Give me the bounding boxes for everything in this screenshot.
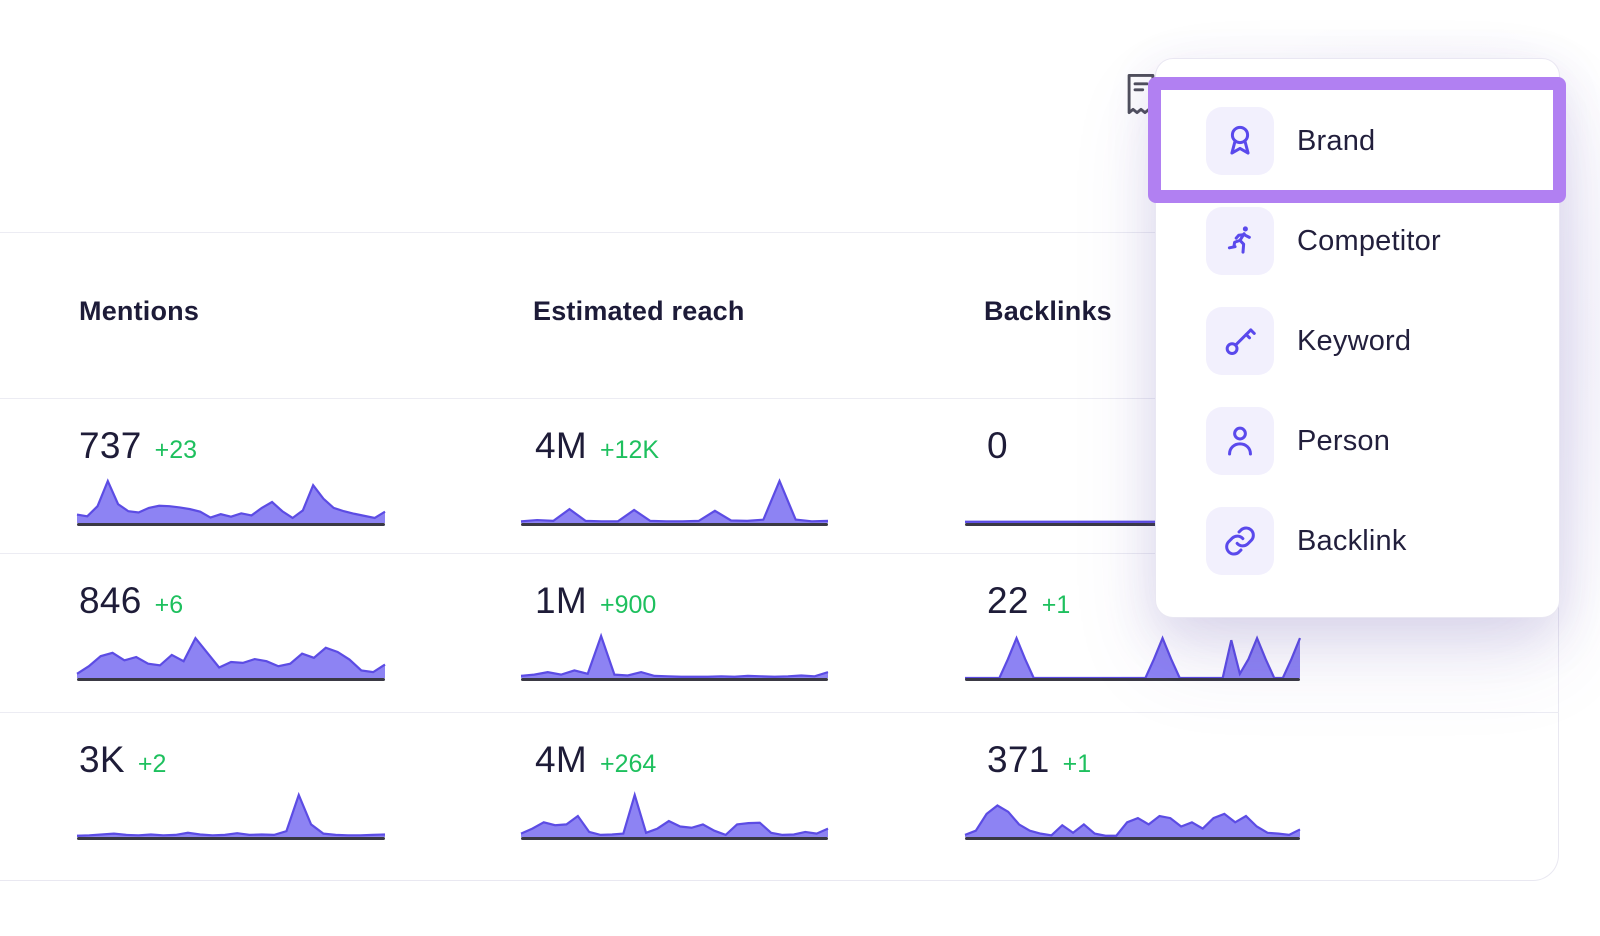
- metric-value: 737: [79, 425, 142, 466]
- metric-value: 4M: [535, 425, 587, 466]
- metric-value: 3K: [79, 739, 125, 780]
- reach-sparkline-chart: [521, 481, 828, 523]
- column-header-estimated-reach: Estimated reach: [533, 296, 745, 326]
- table-row[interactable]: 846 +6 1M +900 22 +1: [0, 553, 1559, 712]
- metric-delta: +900: [600, 591, 657, 619]
- metric-delta: +264: [600, 750, 657, 778]
- metric-value: 4M: [535, 739, 587, 780]
- menu-item-label: Person: [1297, 424, 1391, 457]
- metric-delta: +23: [154, 436, 198, 464]
- menu-item-person[interactable]: Person: [1156, 391, 1559, 491]
- sparkline-baseline: [77, 837, 385, 840]
- metric-value: 846: [79, 580, 142, 621]
- metric-delta: +1: [1041, 591, 1071, 619]
- receipt-icon[interactable]: [1124, 72, 1158, 116]
- runner-icon: [1206, 207, 1274, 275]
- row-divider: [0, 712, 1559, 713]
- cell-estimated-reach: 4M +12K: [521, 398, 828, 553]
- table-row[interactable]: 3K +2 4M +264 371 +1: [0, 712, 1559, 881]
- person-icon: [1206, 407, 1274, 475]
- column-header-backlinks: Backlinks: [984, 296, 1112, 326]
- metric-value: 371: [987, 739, 1050, 780]
- entity-type-dropdown: Brand Competitor: [1155, 58, 1560, 618]
- metric-value: 0: [987, 425, 1008, 466]
- sparkline-baseline: [521, 678, 828, 681]
- sparkline-baseline: [521, 837, 828, 840]
- table-header-row: Mentions Estimated reach Backlinks: [0, 232, 1559, 398]
- sparkline-baseline: [77, 678, 385, 681]
- cell-mentions: 3K +2: [77, 712, 385, 881]
- metric-delta: +2: [137, 750, 167, 778]
- menu-item-brand[interactable]: Brand: [1156, 91, 1559, 191]
- menu-item-keyword[interactable]: Keyword: [1156, 291, 1559, 391]
- cell-backlinks: 371 +1: [965, 712, 1300, 881]
- menu-item-label: Competitor: [1297, 224, 1441, 257]
- cell-mentions: 737 +23: [77, 398, 385, 553]
- menu-item-label: Backlink: [1297, 524, 1407, 557]
- row-divider: [0, 398, 1559, 399]
- menu-item-label: Brand: [1297, 124, 1376, 157]
- mentions-sparkline-chart: [77, 481, 385, 523]
- cell-estimated-reach: 1M +900: [521, 553, 828, 712]
- menu-item-competitor[interactable]: Competitor: [1156, 191, 1559, 291]
- award-icon: [1206, 107, 1274, 175]
- backlinks-sparkline-chart: [965, 636, 1300, 678]
- sparkline-baseline: [77, 523, 385, 526]
- metric-value: 1M: [535, 580, 587, 621]
- link-icon: [1206, 507, 1274, 575]
- menu-item-backlink[interactable]: Backlink: [1156, 491, 1559, 591]
- metric-value: 22: [987, 580, 1029, 621]
- reach-sparkline-chart: [521, 795, 828, 837]
- key-icon: [1206, 307, 1274, 375]
- cell-backlinks: 22 +1: [965, 553, 1300, 712]
- backlinks-sparkline-chart: [965, 795, 1300, 837]
- sparkline-baseline: [965, 523, 1300, 526]
- metric-delta: +1: [1062, 750, 1092, 778]
- mentions-sparkline-chart: [77, 795, 385, 837]
- mentions-sparkline-chart: [77, 636, 385, 678]
- sparkline-baseline: [965, 837, 1300, 840]
- menu-item-label: Keyword: [1297, 324, 1412, 357]
- cell-estimated-reach: 4M +264: [521, 712, 828, 881]
- reach-sparkline-chart: [521, 636, 828, 678]
- table-row[interactable]: 737 +23 4M +12K 0: [0, 398, 1559, 553]
- column-header-mentions: Mentions: [79, 296, 200, 326]
- metric-delta: +12K: [600, 436, 660, 464]
- sparkline-baseline: [521, 523, 828, 526]
- cell-mentions: 846 +6: [77, 553, 385, 712]
- metric-delta: +6: [154, 591, 184, 619]
- sparkline-baseline: [965, 678, 1300, 681]
- row-divider: [0, 553, 1559, 554]
